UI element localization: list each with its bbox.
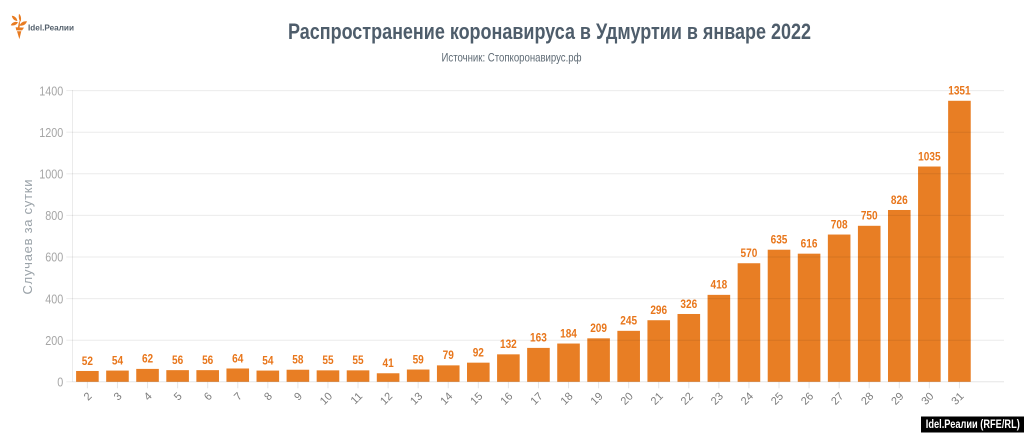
svg-text:418: 418 bbox=[710, 280, 727, 292]
svg-text:635: 635 bbox=[771, 235, 788, 247]
svg-text:41: 41 bbox=[383, 358, 395, 370]
svg-text:56: 56 bbox=[172, 355, 183, 367]
svg-text:1035: 1035 bbox=[918, 151, 941, 163]
svg-text:326: 326 bbox=[680, 299, 697, 311]
svg-text:64: 64 bbox=[232, 353, 244, 365]
svg-text:826: 826 bbox=[891, 195, 908, 207]
svg-text:92: 92 bbox=[473, 347, 484, 359]
svg-text:Idel.Реалии (RFE/RL): Idel.Реалии (RFE/RL) bbox=[926, 419, 1020, 431]
svg-text:209: 209 bbox=[590, 323, 607, 335]
svg-text:52: 52 bbox=[82, 356, 93, 368]
svg-text:54: 54 bbox=[112, 355, 124, 367]
svg-text:55: 55 bbox=[352, 355, 364, 367]
svg-text:570: 570 bbox=[741, 248, 758, 260]
svg-text:58: 58 bbox=[292, 355, 304, 367]
svg-text:55: 55 bbox=[322, 355, 334, 367]
svg-text:79: 79 bbox=[443, 350, 454, 362]
svg-text:59: 59 bbox=[413, 354, 424, 366]
svg-text:245: 245 bbox=[620, 316, 637, 328]
svg-text:56: 56 bbox=[202, 355, 213, 367]
svg-text:Случаев за сутки: Случаев за сутки bbox=[20, 180, 35, 295]
svg-text:1351: 1351 bbox=[948, 86, 971, 98]
svg-text:Распространение коронавируса в: Распространение коронавируса в Удмуртии … bbox=[288, 19, 811, 44]
svg-text:Источник: Стопкоронавирус.рф: Источник: Стопкоронавирус.рф bbox=[442, 51, 582, 65]
svg-text:800: 800 bbox=[45, 208, 63, 223]
svg-text:750: 750 bbox=[861, 211, 878, 223]
svg-text:184: 184 bbox=[560, 328, 577, 340]
svg-text:62: 62 bbox=[142, 354, 153, 366]
svg-text:400: 400 bbox=[45, 291, 63, 306]
svg-text:600: 600 bbox=[45, 250, 63, 265]
svg-text:708: 708 bbox=[831, 219, 848, 231]
svg-text:1000: 1000 bbox=[39, 167, 63, 182]
svg-text:296: 296 bbox=[650, 305, 667, 317]
svg-text:163: 163 bbox=[530, 333, 547, 345]
svg-text:54: 54 bbox=[262, 355, 274, 367]
svg-text:1200: 1200 bbox=[39, 125, 63, 140]
svg-text:Idel.Реалии: Idel.Реалии bbox=[28, 23, 74, 33]
svg-text:132: 132 bbox=[500, 339, 517, 351]
svg-text:200: 200 bbox=[45, 333, 63, 348]
svg-text:0: 0 bbox=[57, 375, 63, 390]
svg-text:616: 616 bbox=[801, 238, 818, 250]
svg-text:1400: 1400 bbox=[39, 83, 63, 98]
